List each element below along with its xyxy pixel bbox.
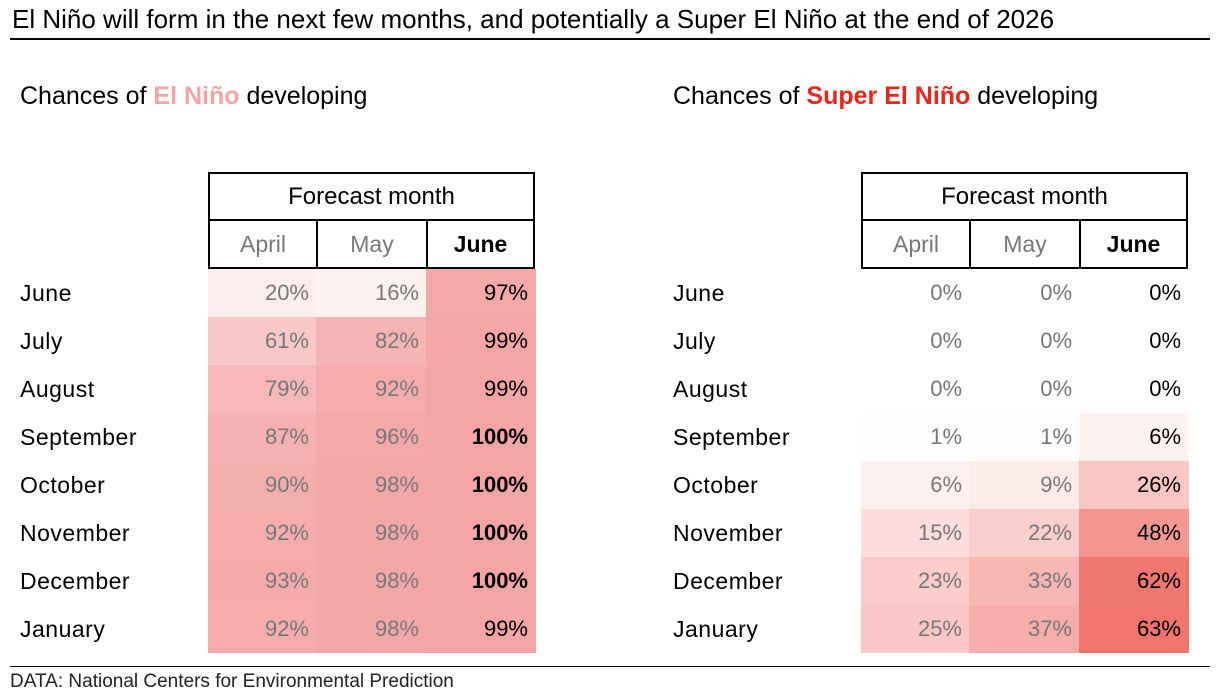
elnino-row-label-november: November [20, 519, 131, 546]
super-cell-september-june: 6% [1079, 413, 1189, 461]
super-row-label-september: September [673, 423, 791, 450]
super-cell-august-april: 0% [861, 365, 970, 413]
super-cell-december-april: 23% [861, 557, 970, 605]
chart-title: El Niño will form in the next few months… [12, 4, 1055, 34]
super-col-header-june: June [1079, 219, 1188, 269]
elnino-cell-november-june: 100% [426, 509, 536, 557]
super-forecast-month-header: Forecast month [861, 172, 1188, 221]
elnino-cell-september-june: 100% [426, 413, 536, 461]
super-cell-january-may: 37% [969, 605, 1080, 653]
super-cell-november-june: 48% [1079, 509, 1189, 557]
elnino-row-label-june: June [20, 279, 72, 306]
super-cell-january-june: 63% [1079, 605, 1189, 653]
elnino-cell-november-may: 98% [316, 509, 427, 557]
elnino-row-label-october: October [20, 471, 106, 498]
super-row-label-october: October [673, 471, 759, 498]
elnino-cell-august-april: 79% [208, 365, 317, 413]
elnino-forecast-month-header: Forecast month [208, 172, 535, 221]
super-row-label-january: January [673, 615, 759, 642]
elnino-cell-january-june: 99% [426, 605, 536, 653]
elnino-cell-december-may: 98% [316, 557, 427, 605]
super-subtitle-highlight: Super El Niño [806, 82, 971, 110]
super-cell-october-june: 26% [1079, 461, 1189, 509]
title-divider [10, 38, 1210, 40]
elnino-row-label-january: January [20, 615, 106, 642]
elnino-row-label-august: August [20, 375, 95, 402]
elnino-cell-december-april: 93% [208, 557, 317, 605]
elnino-cell-june-april: 20% [208, 269, 317, 317]
super-col-header-may: May [969, 219, 1081, 269]
elnino-subtitle-highlight: El Niño [153, 82, 240, 110]
elnino-cell-july-june: 99% [426, 317, 536, 365]
elnino-subtitle-suffix: developing [239, 82, 368, 110]
elnino-subtitle-prefix: Chances of [20, 82, 154, 110]
elnino-cell-july-april: 61% [208, 317, 317, 365]
super-elnino-subtitle: Chances of Super El Niño developing [673, 82, 1098, 111]
source-note: DATA: National Centers for Environmental… [10, 666, 1210, 693]
elnino-cell-october-april: 90% [208, 461, 317, 509]
super-subtitle-prefix: Chances of [673, 82, 807, 110]
elnino-table: Forecast month April May June June 20% 16% 97% J… [20, 172, 550, 656]
elnino-cell-august-june: 99% [426, 365, 536, 413]
elnino-cell-june-june: 97% [426, 269, 536, 317]
elnino-cell-january-may: 98% [316, 605, 427, 653]
elnino-subtitle: Chances of El Niño developing [20, 82, 367, 111]
super-cell-december-may: 33% [969, 557, 1080, 605]
super-col-header-april: April [861, 219, 971, 269]
elnino-col-header-june: June [426, 219, 535, 269]
elnino-cell-june-may: 16% [316, 269, 427, 317]
super-cell-september-april: 1% [861, 413, 970, 461]
super-cell-june-may: 0% [969, 269, 1080, 317]
super-subtitle-suffix: developing [970, 82, 1099, 110]
super-cell-october-april: 6% [861, 461, 970, 509]
super-row-label-december: December [673, 567, 784, 594]
super-cell-july-june: 0% [1079, 317, 1189, 365]
elnino-cell-november-april: 92% [208, 509, 317, 557]
elnino-cell-september-april: 87% [208, 413, 317, 461]
super-cell-january-april: 25% [861, 605, 970, 653]
super-row-label-july: July [673, 327, 716, 354]
super-cell-november-may: 22% [969, 509, 1080, 557]
elnino-col-header-may: May [316, 219, 428, 269]
elnino-cell-july-may: 82% [316, 317, 427, 365]
super-cell-june-april: 0% [861, 269, 970, 317]
super-cell-august-june: 0% [1079, 365, 1189, 413]
super-cell-june-june: 0% [1079, 269, 1189, 317]
super-cell-july-april: 0% [861, 317, 970, 365]
elnino-row-label-september: September [20, 423, 138, 450]
super-cell-july-may: 0% [969, 317, 1080, 365]
super-cell-september-may: 1% [969, 413, 1080, 461]
super-cell-october-may: 9% [969, 461, 1080, 509]
elnino-cell-october-june: 100% [426, 461, 536, 509]
super-cell-november-april: 15% [861, 509, 970, 557]
elnino-cell-december-june: 100% [426, 557, 536, 605]
elnino-cell-august-may: 92% [316, 365, 427, 413]
super-cell-december-june: 62% [1079, 557, 1189, 605]
elnino-cell-september-may: 96% [316, 413, 427, 461]
super-cell-august-may: 0% [969, 365, 1080, 413]
elnino-row-label-december: December [20, 567, 131, 594]
super-elnino-table: Forecast month April May June June 0% 0% 0% July… [673, 172, 1203, 656]
elnino-cell-october-may: 98% [316, 461, 427, 509]
super-row-label-august: August [673, 375, 748, 402]
elnino-cell-january-april: 92% [208, 605, 317, 653]
elnino-row-label-july: July [20, 327, 63, 354]
super-row-label-june: June [673, 279, 725, 306]
elnino-col-header-april: April [208, 219, 318, 269]
super-row-label-november: November [673, 519, 784, 546]
